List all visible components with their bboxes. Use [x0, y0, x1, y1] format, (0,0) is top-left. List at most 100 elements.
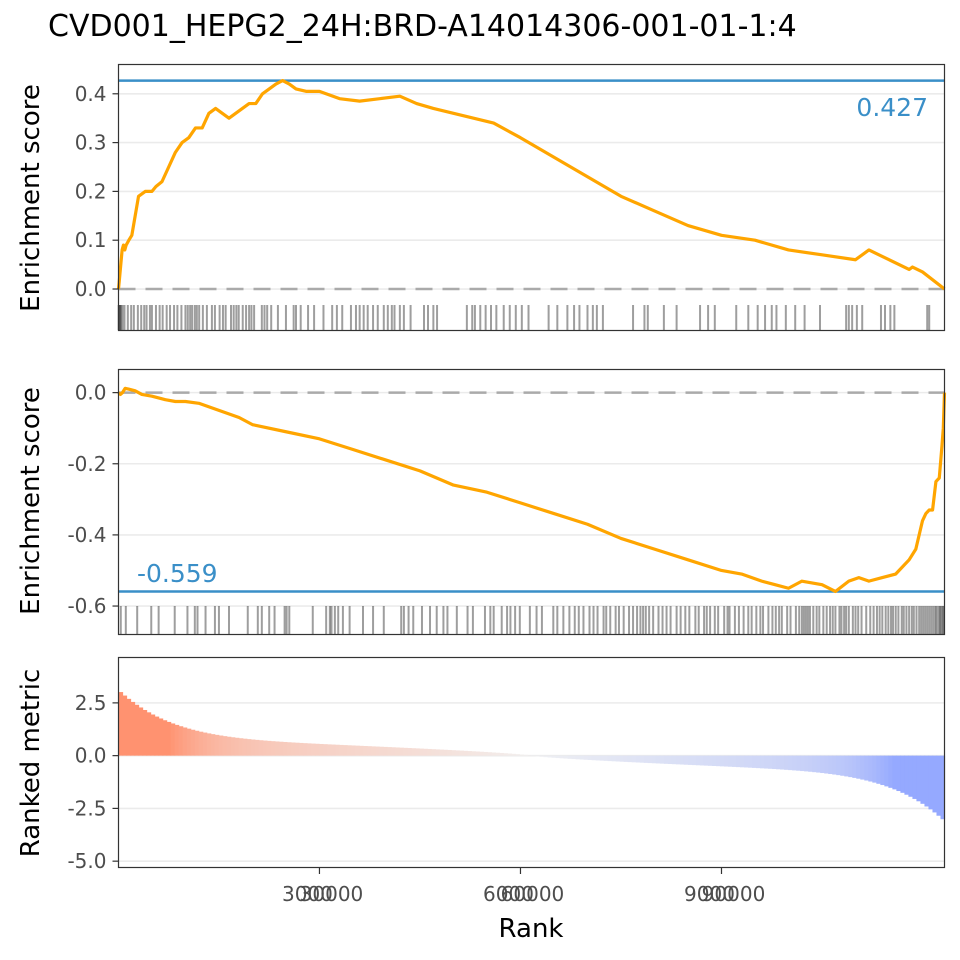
- ranked-metric-bar: [459, 750, 464, 756]
- ranked-metric-bar: [250, 739, 256, 756]
- ranked-metric-bar: [595, 755, 601, 761]
- panel-down-y-ticks: 0.0 -0.2 -0.4 -0.6: [67, 381, 119, 618]
- panel-up-max-es-label: 0.427: [856, 93, 928, 122]
- panel-ranked-metric-y-tick-label: 2.5: [75, 691, 107, 715]
- ranked-metric-bar: [335, 744, 340, 756]
- ranked-metric-bar: [126, 698, 132, 756]
- panel-up-y-axis-title: Enrichment score: [16, 84, 46, 312]
- ranked-metric-bar: [286, 742, 292, 756]
- ranked-metric-bar: [206, 733, 212, 756]
- ranked-metric-bar: [848, 755, 853, 778]
- ranked-metric-bar: [808, 755, 813, 772]
- panel-up-background: [118, 64, 945, 331]
- ranked-metric-bar: [735, 755, 741, 768]
- panel-up-y-tick-label: 0.3: [75, 131, 107, 155]
- ranked-metric-bar: [499, 752, 505, 756]
- ranked-metric-bar: [639, 755, 645, 763]
- ranked-metric-bar: [262, 740, 268, 756]
- ranked-metric-bar: [322, 744, 328, 756]
- ranked-metric-bar: [760, 755, 765, 769]
- ranked-metric-bars: [118, 692, 946, 820]
- ranked-metric-bar: [487, 752, 493, 756]
- ranked-metric-bar: [399, 747, 404, 756]
- ranked-metric-bar: [731, 755, 737, 767]
- ranked-metric-bar: [274, 741, 280, 756]
- ranked-metric-bar: [331, 744, 336, 756]
- ranked-metric-bar: [864, 755, 869, 781]
- ranked-metric-bar: [431, 749, 436, 756]
- ranked-metric-bar: [122, 695, 128, 756]
- ranked-metric-bar: [587, 755, 593, 761]
- ranked-metric-bar: [118, 692, 124, 756]
- x-axis-title: Rank: [499, 914, 564, 944]
- ranked-metric-bar: [318, 743, 324, 756]
- ranked-metric-bar: [407, 748, 412, 756]
- ranked-metric-bar: [471, 751, 476, 756]
- x-tick-label: 6000: [483, 882, 534, 906]
- ranked-metric-bar: [563, 755, 569, 759]
- ranked-metric-bar: [519, 754, 525, 756]
- ranked-metric-bar: [583, 755, 589, 760]
- ranked-metric-bar: [419, 748, 424, 756]
- ranked-metric-bar: [539, 755, 545, 757]
- ranked-metric-bar: [230, 737, 236, 756]
- ranked-metric-bar: [391, 747, 396, 756]
- panel-down-background: [118, 369, 945, 635]
- ranked-metric-bar: [266, 740, 272, 756]
- ranked-metric-bar: [447, 749, 452, 756]
- ranked-metric-bar: [900, 755, 906, 793]
- x-tick-label: 3000: [282, 882, 333, 906]
- ranked-metric-bar: [784, 755, 789, 770]
- ranked-metric-bar: [816, 755, 821, 773]
- ranked-metric-bar: [904, 755, 910, 795]
- ranked-metric-bar: [744, 755, 749, 768]
- ranked-metric-bar: [515, 754, 521, 756]
- ranked-metric-bar: [780, 755, 785, 770]
- ranked-metric-bar: [146, 712, 152, 756]
- ranked-metric-bar: [138, 707, 144, 756]
- ranked-metric-bar: [651, 755, 657, 764]
- ranked-metric-bar: [162, 720, 168, 756]
- ranked-metric-bar: [238, 738, 244, 756]
- ranked-metric-bar: [792, 755, 797, 771]
- panel-ranked-metric-y-tick-label: 0.0: [75, 744, 107, 768]
- ranked-metric-bar: [896, 755, 901, 792]
- ranked-metric-bar: [880, 755, 885, 786]
- x-tick-label: 9000: [684, 882, 735, 906]
- ranked-metric-bar: [928, 755, 934, 810]
- ranked-metric-bar: [591, 755, 597, 761]
- ranked-metric-bar: [182, 727, 188, 756]
- ranked-metric-bar: [246, 739, 252, 756]
- ranked-metric-bar: [711, 755, 717, 767]
- ranked-metric-bar: [623, 755, 629, 762]
- ranked-metric-bar: [635, 755, 641, 763]
- x-tick-label: 30000: [300, 882, 364, 906]
- ranked-metric-bar: [764, 755, 769, 769]
- ranked-metric-bar: [174, 724, 180, 756]
- ranked-metric-bar: [543, 755, 549, 758]
- ranked-metric-bar: [607, 755, 613, 762]
- ranked-metric-bar: [832, 755, 837, 775]
- ranked-metric-bar: [723, 755, 729, 767]
- ranked-metric-bar: [214, 734, 220, 756]
- ranked-metric-bar: [186, 728, 192, 756]
- ranked-metric-bar: [190, 729, 196, 756]
- ranked-metric-bar: [892, 755, 897, 790]
- ranked-metric-bar: [756, 755, 761, 769]
- ranked-metric-bar: [363, 746, 368, 756]
- ranked-metric-bar: [258, 740, 264, 756]
- ranked-metric-bar: [327, 744, 332, 756]
- ranked-metric-bar: [908, 755, 914, 797]
- ranked-metric-bar: [491, 752, 497, 756]
- panel-ranked-metric-y-axis-title: Ranked metric: [16, 669, 46, 858]
- ranked-metric-bar: [559, 755, 565, 759]
- ranked-metric-bar: [495, 752, 501, 756]
- ranked-metric-bar: [202, 732, 208, 756]
- ranked-metric-bar: [282, 741, 288, 756]
- ranked-metric-bar: [455, 750, 460, 756]
- ranked-metric-bar: [932, 755, 938, 813]
- ranked-metric-bar: [210, 734, 216, 756]
- ranked-metric-bar: [451, 750, 456, 756]
- ranked-metric-bar: [158, 718, 164, 756]
